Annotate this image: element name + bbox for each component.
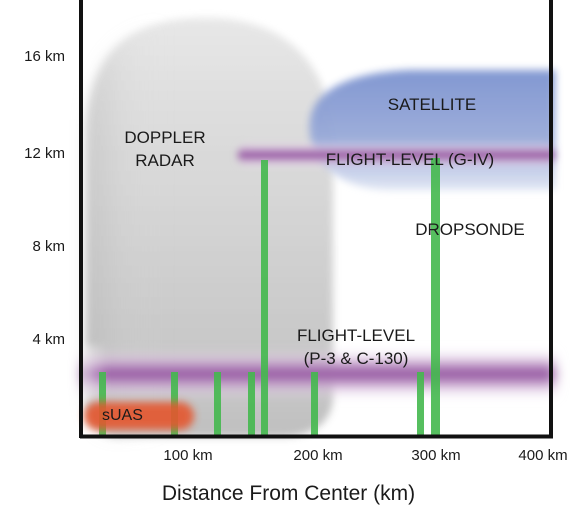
x-tick-label: 100 km (163, 447, 213, 464)
doppler-radar-label: DOPPLER RADAR (105, 126, 225, 172)
dropsonde-line (431, 158, 440, 436)
flight-level-low-label-line2: (P-3 & C-130) (303, 349, 409, 368)
doppler-radar-region (86, 17, 334, 437)
x-tick-label: 400 km (518, 447, 568, 464)
x-tick-label: 200 km (293, 447, 343, 464)
y-tick-label: 16 km (24, 48, 65, 65)
satellite-label: SATELLITE (387, 95, 477, 114)
doppler-radar-label-line1: DOPPLER (124, 128, 206, 147)
flight-level-low-label-line1: FLIGHT-LEVEL (296, 326, 416, 345)
dropsonde-line (417, 372, 424, 436)
y-tick-label: 8 km (32, 238, 65, 255)
dropsonde-line (214, 372, 221, 436)
y-tick-label: 12 km (24, 145, 65, 162)
dropsonde-line (248, 372, 255, 436)
flight-level-giv-label: FLIGHT-LEVEL (G-IV) (325, 150, 495, 169)
suas-label: sUAS (102, 407, 143, 424)
flight-level-low-label: FLIGHT-LEVEL (P-3 & C-130) (276, 324, 436, 370)
flight-level-giv-band (238, 142, 555, 168)
y-tick-label: 4 km (32, 331, 65, 348)
dropsonde-line (311, 372, 318, 436)
x-axis-title: Distance From Center (km) (161, 482, 416, 505)
axes (79, 0, 553, 439)
doppler-radar-label-line2: RADAR (135, 151, 195, 170)
x-tick-label: 300 km (411, 447, 461, 464)
dropsonde-line (261, 160, 268, 436)
dropsonde-label: DROPSONDE (415, 220, 525, 239)
suas-region (84, 402, 194, 430)
